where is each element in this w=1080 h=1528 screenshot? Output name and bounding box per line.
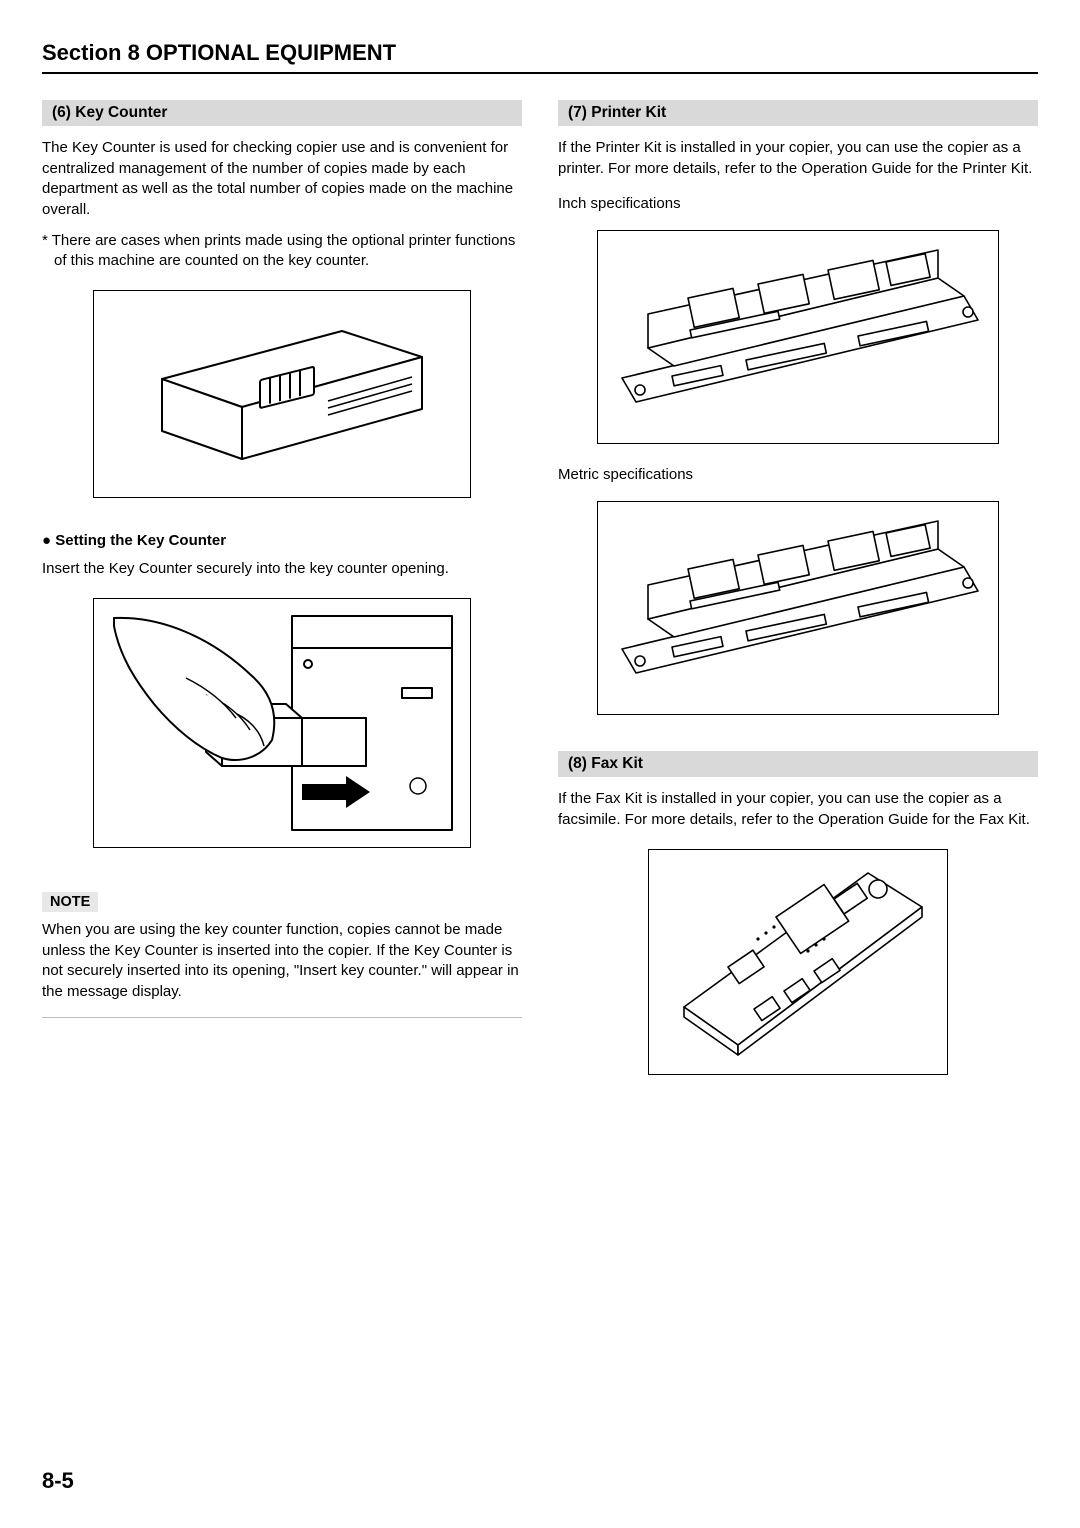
note-label: NOTE	[42, 892, 98, 912]
inch-spec-label: Inch specifications	[558, 195, 1038, 212]
right-column: (7) Printer Kit If the Printer Kit is in…	[558, 100, 1038, 1097]
keycounter-illustration	[93, 290, 471, 498]
faxkit-illustration	[648, 849, 948, 1075]
left-column: (6) Key Counter The Key Counter is used …	[42, 100, 522, 1097]
note-block: NOTE When you are using the key counter …	[42, 870, 522, 1018]
faxkit-heading: (8) Fax Kit	[558, 751, 1038, 777]
keycounter-note: * There are cases when prints made using…	[42, 231, 522, 272]
setting-heading: Setting the Key Counter	[42, 532, 522, 549]
setting-para: Insert the Key Counter securely into the…	[42, 559, 522, 580]
insert-keycounter-illustration	[93, 598, 471, 848]
page-number: 8-5	[42, 1468, 74, 1494]
printerkit-heading: (7) Printer Kit	[558, 100, 1038, 126]
section-title: Section 8 OPTIONAL EQUIPMENT	[42, 40, 1038, 74]
keycounter-heading: (6) Key Counter	[42, 100, 522, 126]
printerkit-para: If the Printer Kit is installed in your …	[558, 138, 1038, 179]
metric-spec-label: Metric specifications	[558, 466, 1038, 483]
keycounter-para: The Key Counter is used for checking cop…	[42, 138, 522, 221]
printerkit-inch-illustration	[597, 230, 999, 444]
note-text: When you are using the key counter funct…	[42, 920, 522, 1003]
faxkit-para: If the Fax Kit is installed in your copi…	[558, 789, 1038, 830]
printerkit-metric-illustration	[597, 501, 999, 715]
